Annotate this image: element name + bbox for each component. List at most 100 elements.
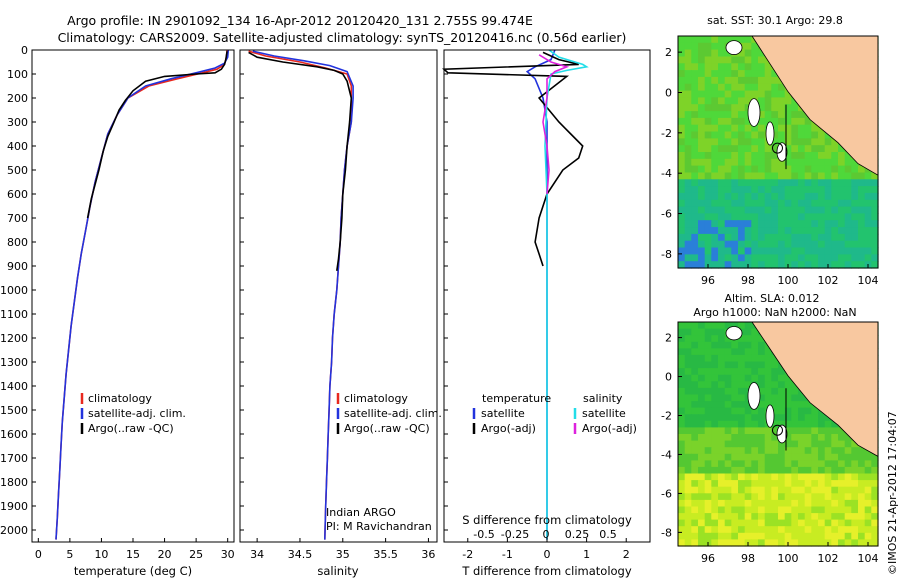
map-cell xyxy=(811,420,819,428)
map-cell xyxy=(724,56,732,64)
map-cell xyxy=(704,368,712,376)
map-cell xyxy=(784,131,792,139)
temperature-x-ticks: 0 5 10 15 20 25 30 xyxy=(35,538,235,561)
map-cell xyxy=(724,453,732,461)
map-cell xyxy=(691,261,699,269)
map-cell xyxy=(704,354,712,363)
map-cell xyxy=(778,506,786,514)
map-cell xyxy=(771,473,779,481)
map-cell xyxy=(691,414,699,422)
map-cell xyxy=(698,473,706,481)
map-x-tick-label: 102 xyxy=(818,552,839,565)
map-cell xyxy=(691,172,699,180)
map-cell xyxy=(771,158,779,167)
map-cell xyxy=(711,322,719,330)
map-cell xyxy=(851,493,859,501)
map-cell xyxy=(818,152,826,160)
map-cell xyxy=(698,381,706,389)
map-cell xyxy=(678,368,686,376)
map-cell xyxy=(678,519,686,527)
map-cell xyxy=(744,213,752,221)
map-cell xyxy=(691,227,699,235)
map-cell xyxy=(804,165,812,173)
map-cell xyxy=(818,499,826,508)
map-cell xyxy=(791,227,799,235)
map-cell xyxy=(711,532,719,540)
map-cell xyxy=(844,486,852,494)
map-cell xyxy=(738,440,746,448)
map-cell xyxy=(711,513,719,521)
map-cell xyxy=(764,401,772,409)
map-cell xyxy=(731,36,739,44)
map-cell xyxy=(751,348,759,356)
map-cell xyxy=(778,480,786,488)
map-cell xyxy=(778,247,786,255)
map-cell xyxy=(798,401,806,409)
map-cell xyxy=(831,473,839,481)
map-cell xyxy=(838,165,846,173)
map-cell xyxy=(738,480,746,488)
map-cell xyxy=(838,254,846,262)
map-cell xyxy=(731,473,739,481)
map-cell xyxy=(784,414,792,422)
map-cell xyxy=(751,427,759,435)
map-cell xyxy=(778,453,786,461)
map-cell xyxy=(751,434,759,442)
map-cell xyxy=(804,138,812,146)
map-cell xyxy=(871,254,879,262)
map-cell xyxy=(678,76,686,85)
island xyxy=(765,404,775,428)
map-cell xyxy=(851,466,859,475)
map-cell xyxy=(784,247,792,255)
map-cell xyxy=(844,440,852,448)
map-cell xyxy=(858,192,866,201)
island xyxy=(765,121,775,146)
map-cell xyxy=(818,414,826,422)
map-cell xyxy=(811,473,819,481)
map-cell xyxy=(738,70,746,78)
map-cell xyxy=(791,124,799,133)
map-cell xyxy=(858,240,866,249)
temp-x-tick-label: 20 xyxy=(158,548,172,561)
map-cell xyxy=(758,361,766,369)
map-cell xyxy=(691,70,699,78)
map-cell xyxy=(824,206,832,214)
map-cell xyxy=(698,36,706,44)
depth-y-tick-label: 0 xyxy=(21,44,28,57)
map-cell xyxy=(791,434,799,442)
map-cell xyxy=(798,152,806,160)
map-cell xyxy=(798,513,806,521)
map-cell xyxy=(838,519,846,527)
sla-map-image xyxy=(677,321,879,547)
difference-x-ticks: -2 -1 0 1 2 xyxy=(444,49,630,561)
map-cell xyxy=(811,165,819,173)
depth-y-tick-label: 1000 xyxy=(0,284,28,297)
map-cell xyxy=(811,532,819,540)
map-cell xyxy=(678,427,686,435)
map-cell xyxy=(798,519,806,527)
map-cell xyxy=(764,387,772,396)
depth-y-tick-label: 2000 xyxy=(0,524,28,537)
map-cell xyxy=(858,199,866,208)
map-cell xyxy=(784,90,792,98)
map-cell xyxy=(678,394,686,402)
map-cell xyxy=(731,172,739,180)
map-cell xyxy=(738,124,746,133)
map-cell xyxy=(804,506,812,514)
map-cell xyxy=(804,401,812,409)
map-cell xyxy=(704,447,712,455)
map-cell xyxy=(678,152,686,160)
map-cell xyxy=(804,192,812,201)
map-cell xyxy=(684,117,692,126)
island xyxy=(776,142,788,162)
map-cell xyxy=(684,387,692,396)
map-cell xyxy=(818,513,826,521)
map-cell xyxy=(724,227,732,235)
map-cell xyxy=(791,499,799,508)
map-cell xyxy=(698,49,706,57)
map-cell xyxy=(731,354,739,363)
map-cell xyxy=(744,374,752,382)
temperature-panel: 0 5 10 15 20 25 30 010020030040050060070080090… xyxy=(0,44,235,578)
map-cell xyxy=(711,387,719,396)
map-cell xyxy=(758,374,766,382)
